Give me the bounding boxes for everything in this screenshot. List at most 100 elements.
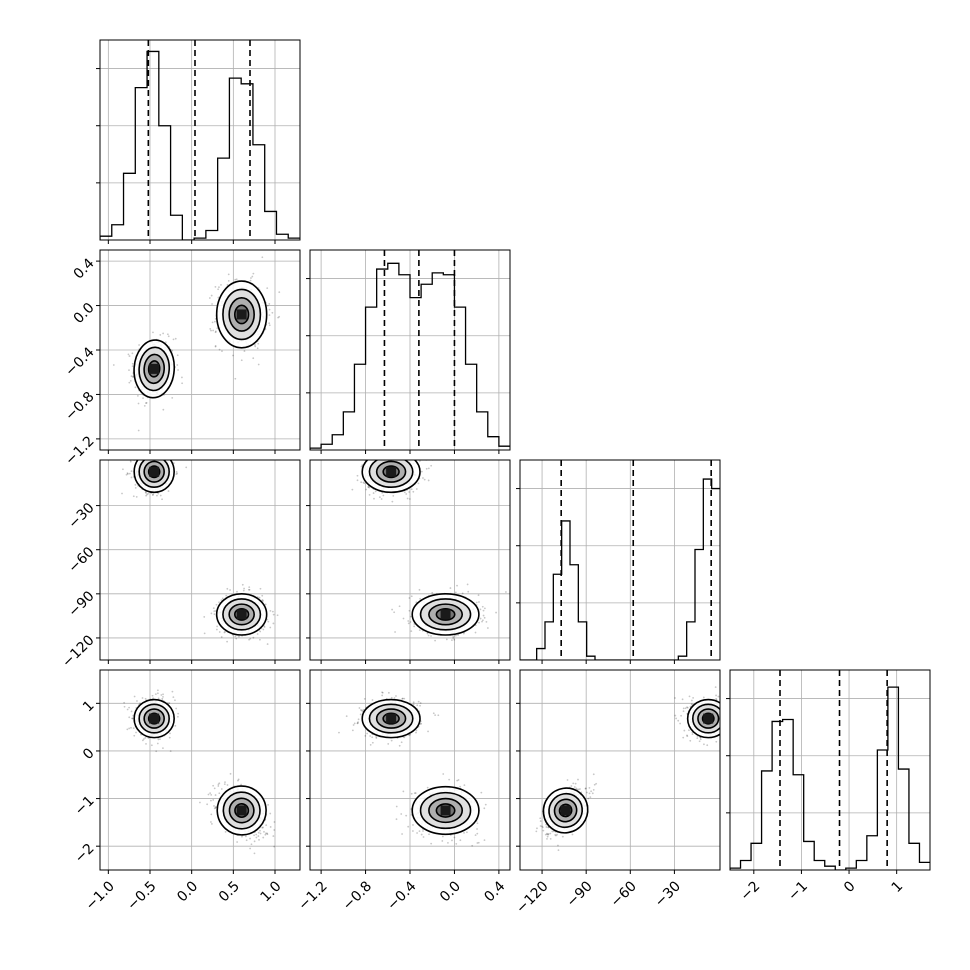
sample-point [412,703,415,706]
sample-point [374,490,377,493]
sample-point [447,841,449,844]
sample-point [154,693,157,696]
sample-point [245,839,248,842]
sample-point [263,626,266,628]
panel-p2-p1 [306,451,511,664]
sample-point [418,588,421,591]
panel-frame [99,669,301,871]
x-tick-label-p0: 0.0 [174,878,201,905]
sample-point [164,341,167,344]
sample-point [148,455,150,457]
density-contour [428,797,464,824]
sample-point [208,297,211,299]
sample-point [721,715,723,717]
sample-point [412,701,415,704]
y-tick-label-p1: −0.4 [62,344,97,379]
sample-point [137,429,140,432]
sample-point [167,335,170,338]
sample-point [212,784,215,787]
sample-point [128,355,131,357]
sample-point [237,779,239,782]
sample-point [363,482,366,485]
sample-point [362,708,365,711]
sample-point [176,472,179,475]
panel-p3-p2: −120 −90 −60 −30 [513,669,727,917]
sample-point [126,728,129,731]
sample-point [725,726,727,728]
sample-point [145,457,147,459]
sample-point [224,830,227,833]
sample-point [381,691,383,694]
sample-point [240,359,243,362]
sample-point [171,349,174,352]
sample-point [413,451,415,453]
sample-point [387,454,389,456]
sample-point [161,458,163,460]
sample-point [173,455,175,457]
sample-point [157,454,159,456]
sample-point [175,473,178,476]
sample-point [425,467,428,470]
sample-point [259,587,262,590]
sample-point [181,376,183,379]
sample-point [403,491,406,494]
sample-point [142,738,145,740]
sample-point [214,345,217,348]
density-contour [222,598,262,631]
sample-point [160,694,163,696]
sample-point [361,452,363,454]
sample-point [234,278,237,281]
sample-point [381,453,383,455]
sample-point [376,455,378,457]
sample-point [141,739,144,742]
sample-point [398,452,400,454]
sample-point [227,280,230,282]
sample-point [381,691,384,694]
sample-point [153,454,155,456]
sample-point [224,630,227,633]
sample-point [376,454,378,456]
sample-point [156,494,158,497]
sample-point [401,833,403,835]
sample-point [387,453,389,455]
sample-point [213,320,216,323]
sample-point [218,348,221,351]
density-peak [440,805,451,816]
sample-point [253,840,256,843]
sample-point [135,731,137,734]
sample-point [213,807,216,810]
sample-point [481,605,484,608]
sample-point [453,638,456,641]
density-contour [133,460,175,494]
density-contour [233,607,250,621]
sample-point [123,705,126,708]
sample-point [363,698,366,700]
sample-point [128,706,130,709]
sample-point [690,703,693,706]
density-contour [382,465,400,479]
sample-point [175,471,178,473]
sample-point [257,835,260,837]
sample-point [168,702,171,704]
sample-point [210,793,213,796]
sample-point [249,837,251,840]
sample-point [262,826,264,829]
sample-point [166,333,169,336]
sample-point [261,256,264,259]
sample-point [267,620,270,623]
sample-point [132,727,135,730]
sample-point [221,597,224,600]
density-contour [133,339,176,399]
sample-point [255,833,258,836]
sample-point [261,599,264,601]
sample-point [367,486,370,489]
sample-point [214,344,217,347]
sample-point [456,584,458,587]
sample-point [410,792,413,795]
y-tick-label-p2: −30 [65,500,97,532]
sample-point [122,468,124,471]
sample-point [410,630,413,633]
sample-point [480,791,483,794]
y-tick-label-p1: −0.8 [62,389,97,424]
sample-point [359,713,362,716]
